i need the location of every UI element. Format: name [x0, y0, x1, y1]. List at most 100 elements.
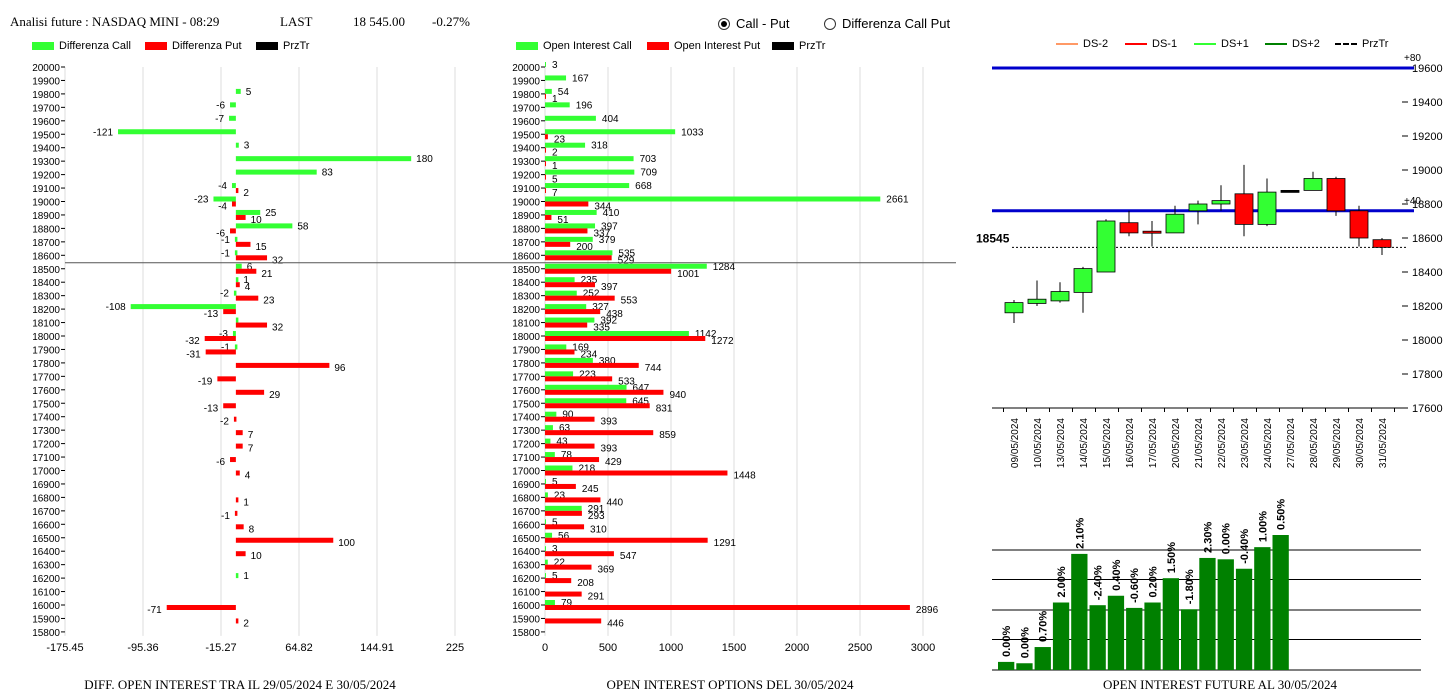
- radio-call-put[interactable]: Call - Put: [718, 16, 789, 31]
- y-tick-label: 19100: [512, 184, 540, 195]
- data-label: -108: [106, 302, 126, 313]
- bar-call-diff: [213, 196, 236, 202]
- bar-oi-put: [545, 349, 575, 355]
- data-label: 1001: [677, 269, 700, 280]
- bar-call-diff: [230, 102, 236, 108]
- y-tick-label: 17600: [32, 386, 60, 397]
- open-interest-chart: 0 500 1000 1500 2000 2500 3000 20000 19900 19800 1…: [490, 60, 956, 654]
- data-label: 2: [243, 618, 249, 629]
- bar-call-diff: [235, 156, 412, 162]
- data-label: 529: [618, 255, 635, 266]
- y-tick-label: 16900: [512, 480, 540, 491]
- bar-future-oi: [1162, 578, 1179, 670]
- candle-body: [1027, 298, 1047, 304]
- bar-oi-put: [545, 537, 708, 543]
- y-tick-label: 18500: [32, 265, 60, 276]
- y-tick-label: 16700: [32, 507, 60, 518]
- y-tick-label: 16400: [32, 547, 60, 558]
- bar-call-diff: [232, 331, 236, 336]
- legend-item-ds+1: DS+1: [1194, 38, 1249, 50]
- bar-call-diff: [234, 250, 238, 256]
- data-label: 58: [297, 221, 309, 232]
- y-tick-label: 18600: [512, 251, 540, 262]
- bar-oi-put: [545, 282, 596, 288]
- y-tick-label: 20000: [32, 63, 60, 74]
- bar-put-diff: [235, 470, 240, 476]
- y-tick-label: 19200: [512, 171, 540, 182]
- x-tick-label: -175.45: [46, 642, 83, 654]
- data-label: 337: [593, 228, 610, 239]
- legend-label: PrzTr: [1362, 38, 1389, 50]
- candle-body: [1280, 189, 1300, 193]
- bar-oi-put: [545, 228, 588, 234]
- data-label: 6: [247, 262, 253, 273]
- x-tick-label: 1000: [659, 642, 683, 654]
- bar-oi-put: [545, 483, 576, 489]
- x-tick-label: 0: [542, 642, 548, 654]
- legend-label: Differenza Put: [172, 40, 242, 52]
- bar-oi-put: [545, 309, 601, 315]
- last-value: 18 545.00: [353, 14, 405, 29]
- data-label: -0.40%: [1239, 529, 1251, 564]
- data-label: 2.00%: [1056, 566, 1068, 597]
- candle-body: [1257, 191, 1277, 225]
- y-tick-label: 18400: [512, 278, 540, 289]
- data-label: 429: [605, 457, 622, 468]
- bar-oi-call: [545, 519, 546, 525]
- data-label: 327: [592, 302, 609, 313]
- future-candlestick-chart: 17600 17800 18000 18200 18400 18600 18800 19000…: [976, 53, 1443, 468]
- bar-oi-put: [545, 93, 546, 99]
- y-tick-label: 17500: [512, 399, 540, 410]
- y-tick-label: 18700: [32, 238, 60, 249]
- bar-oi-put: [545, 430, 654, 436]
- bar-call-diff: [231, 183, 236, 189]
- data-label: -19: [198, 376, 213, 387]
- x-tick-label: 21/05/2024: [1194, 418, 1205, 468]
- radio-differenza-call-put[interactable]: Differenza Call Put: [824, 16, 950, 31]
- y-tick-label: 18200: [1412, 301, 1443, 313]
- data-label: 79: [561, 598, 573, 609]
- bar-oi-put: [545, 591, 582, 597]
- legend-item-ds+2: DS+2: [1265, 38, 1320, 50]
- x-tick-label: -15.27: [205, 642, 236, 654]
- bar-put-diff: [235, 618, 239, 624]
- legend-item-put: Open Interest Put: [647, 40, 760, 52]
- bar-put-diff: [235, 362, 330, 368]
- data-label: 169: [572, 342, 589, 353]
- y-tick-label: 17700: [32, 372, 60, 383]
- legend-swatch: [647, 42, 669, 50]
- y-tick-label: 16700: [512, 507, 540, 518]
- data-label: 0.20%: [1148, 566, 1160, 597]
- data-label: 0.40%: [1111, 559, 1123, 590]
- radio-selected-icon[interactable]: [718, 17, 730, 30]
- bar-put-diff: [235, 322, 268, 328]
- y-tick-label: 16100: [512, 588, 540, 599]
- bar-call-diff: [235, 573, 239, 579]
- candle-body: [1073, 268, 1093, 293]
- x-tick-label: 225: [446, 642, 464, 654]
- x-tick-label: 09/05/2024: [1010, 418, 1021, 468]
- bar-call-diff: [235, 263, 242, 269]
- radio-unselected-icon[interactable]: [824, 17, 836, 30]
- y-tick-label: 16800: [32, 493, 60, 504]
- data-label: 7: [248, 430, 254, 441]
- bar-put-diff: [235, 255, 268, 261]
- data-label: 43: [556, 437, 568, 448]
- bar-oi-call: [545, 465, 573, 471]
- band-label: +80: [1404, 53, 1421, 64]
- bar-future-oi: [1199, 557, 1216, 670]
- data-label: -1.80%: [1184, 569, 1196, 604]
- data-label: 5: [552, 517, 558, 528]
- bar-call-diff: [235, 169, 317, 175]
- data-label: 3: [552, 544, 558, 555]
- x-tick-label: -95.36: [127, 642, 158, 654]
- data-label: 54: [558, 87, 570, 98]
- bar-oi-call: [545, 263, 707, 269]
- bar-oi-call: [545, 600, 555, 605]
- data-label: 234: [580, 349, 597, 360]
- x-tick-label: 23/05/2024: [1240, 418, 1251, 468]
- data-label: -23: [194, 195, 209, 206]
- bar-call-diff: [235, 277, 239, 283]
- y-tick-label: 16500: [512, 534, 540, 545]
- x-tick-label: 144.91: [360, 642, 394, 654]
